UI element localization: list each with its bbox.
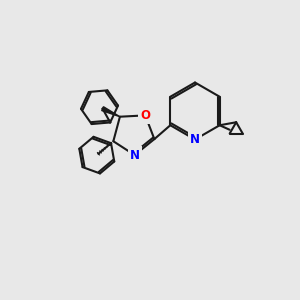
Polygon shape bbox=[102, 107, 120, 117]
Text: O: O bbox=[140, 109, 150, 122]
Text: N: N bbox=[130, 148, 140, 162]
Text: N: N bbox=[190, 133, 200, 146]
